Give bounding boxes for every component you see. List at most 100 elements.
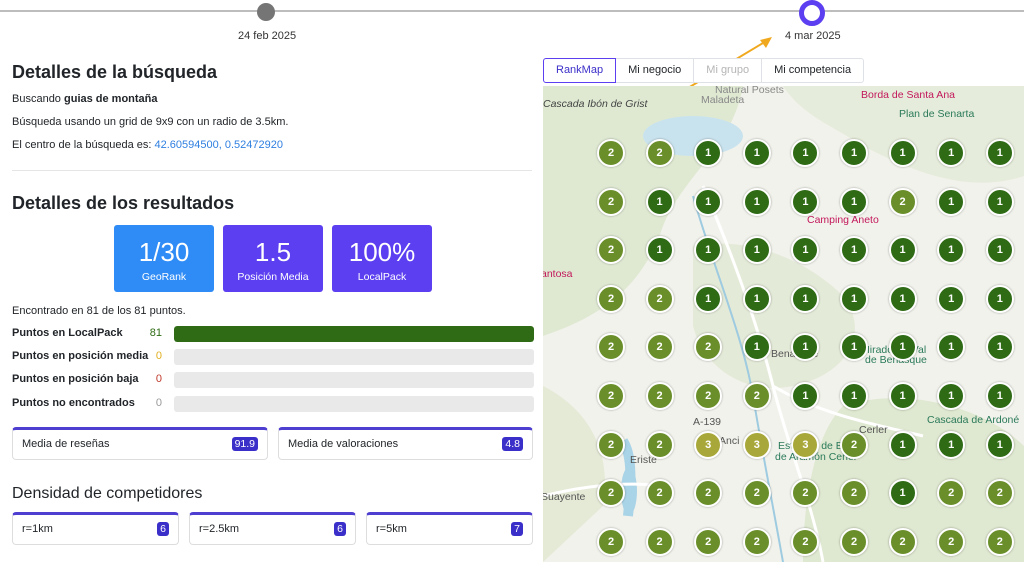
rank-pin[interactable]: 1 <box>645 236 674 265</box>
center-coords-link[interactable]: 42.60594500, 0.52472920 <box>154 139 283 151</box>
rank-pin[interactable]: 1 <box>937 187 966 216</box>
card-badge: 91.9 <box>231 437 258 451</box>
rank-pin[interactable]: 1 <box>791 187 820 216</box>
rank-pin[interactable]: 1 <box>791 333 820 362</box>
rank-pin[interactable]: 1 <box>985 430 1014 459</box>
rank-pin[interactable]: 1 <box>645 187 674 216</box>
rank-pin[interactable]: 2 <box>840 527 868 556</box>
rank-pin[interactable]: 1 <box>791 139 820 167</box>
rank-pin[interactable]: 2 <box>791 527 820 556</box>
rank-pin[interactable]: 1 <box>694 187 723 216</box>
timeline-point-past[interactable] <box>257 3 275 21</box>
rank-pin[interactable]: 1 <box>888 430 917 459</box>
rank-pin[interactable]: 2 <box>937 479 966 508</box>
rank-pin[interactable]: 3 <box>694 430 723 459</box>
rank-pin[interactable]: 1 <box>888 284 917 313</box>
rank-pin[interactable]: 2 <box>840 430 868 459</box>
rank-pin[interactable]: 2 <box>597 139 625 167</box>
rank-pin[interactable]: 2 <box>937 527 966 556</box>
rank-pin[interactable]: 1 <box>840 382 868 410</box>
rank-pin[interactable]: 1 <box>742 187 771 216</box>
rank-pin[interactable]: 3 <box>791 430 820 459</box>
rank-pin[interactable]: 1 <box>985 187 1014 216</box>
rank-pin[interactable]: 2 <box>597 333 625 362</box>
rank-pin[interactable]: 1 <box>694 284 723 313</box>
rank-pin[interactable]: 2 <box>985 479 1014 508</box>
rank-pin[interactable]: 1 <box>985 236 1014 265</box>
timeline-date-current[interactable]: 4 mar 2025 <box>785 30 841 42</box>
rank-pin[interactable]: 1 <box>840 333 868 362</box>
rank-pin[interactable]: 1 <box>840 139 868 167</box>
rank-pin[interactable]: 2 <box>791 479 820 508</box>
map-place-label: Cascada de Ardoné <box>927 414 1020 426</box>
rank-pin[interactable]: 2 <box>742 527 771 556</box>
rank-pin[interactable]: 1 <box>742 139 771 167</box>
rank-pin[interactable]: 1 <box>742 333 771 362</box>
rank-pin[interactable]: 1 <box>937 284 966 313</box>
rank-pin[interactable]: 1 <box>791 284 820 313</box>
rank-pin[interactable]: 1 <box>888 479 917 508</box>
rank-pin[interactable]: 2 <box>742 382 771 410</box>
tab-my-group[interactable]: Mi grupo <box>693 58 763 83</box>
tab-my-business[interactable]: Mi negocio <box>615 58 695 83</box>
rank-pin[interactable]: 1 <box>985 284 1014 313</box>
rank-pin[interactable]: 1 <box>985 333 1014 362</box>
rank-pin[interactable]: 2 <box>597 284 625 313</box>
bar-track <box>174 372 534 388</box>
rank-pin[interactable]: 1 <box>937 236 966 265</box>
rank-pin[interactable]: 1 <box>985 382 1014 410</box>
rank-pin[interactable]: 2 <box>597 479 625 508</box>
rank-pin[interactable]: 2 <box>694 382 723 410</box>
rank-pin[interactable]: 2 <box>597 382 625 410</box>
rank-pin[interactable]: 2 <box>645 430 674 459</box>
rank-pin[interactable]: 1 <box>840 187 868 216</box>
rank-pin[interactable]: 1 <box>888 236 917 265</box>
rank-pin[interactable]: 1 <box>985 139 1014 167</box>
rank-pin[interactable]: 2 <box>888 527 917 556</box>
rank-pin[interactable]: 2 <box>645 284 674 313</box>
tab-rankmap[interactable]: RankMap <box>543 58 617 83</box>
stat-average-position-value: 1.5 <box>254 237 292 267</box>
rank-pin[interactable]: 1 <box>694 139 723 167</box>
rank-pin[interactable]: 2 <box>645 479 674 508</box>
rank-pin[interactable]: 2 <box>840 479 868 508</box>
rank-pin[interactable]: 2 <box>742 479 771 508</box>
timeline-date-past[interactable]: 24 feb 2025 <box>238 30 297 42</box>
rank-pin[interactable]: 1 <box>791 382 820 410</box>
rank-pin[interactable]: 2 <box>597 236 625 265</box>
center-prefix: El centro de la búsqueda es: <box>12 139 152 151</box>
rank-pin[interactable]: 2 <box>597 187 625 216</box>
map-place-label: Suayente <box>543 491 586 503</box>
rank-pin[interactable]: 1 <box>888 139 917 167</box>
rank-pin[interactable]: 2 <box>645 139 674 167</box>
rank-pin[interactable]: 2 <box>645 382 674 410</box>
map-place-label: Camping Aneto <box>807 214 879 226</box>
rank-pin[interactable]: 2 <box>694 479 723 508</box>
rank-map[interactable]: Cascada Ibón de Grist Natural Posets Malad… <box>543 86 1024 562</box>
rank-pin[interactable]: 2 <box>645 527 674 556</box>
rank-pin[interactable]: 2 <box>694 333 723 362</box>
rank-pin[interactable]: 1 <box>791 236 820 265</box>
rank-pin[interactable]: 3 <box>742 430 771 459</box>
rank-pin[interactable]: 1 <box>888 333 917 362</box>
rank-pin[interactable]: 1 <box>937 382 966 410</box>
rank-pin[interactable]: 2 <box>645 333 674 362</box>
rank-pin[interactable]: 2 <box>888 187 917 216</box>
tab-my-competition[interactable]: Mi competencia <box>761 58 865 83</box>
timeline-point-current[interactable] <box>799 0 825 26</box>
rank-pin[interactable]: 1 <box>888 382 917 410</box>
rank-pin[interactable]: 1 <box>937 430 966 459</box>
rank-pin[interactable]: 2 <box>597 430 625 459</box>
map-place-label: Borda de Santa Ana <box>861 89 955 101</box>
rank-pin[interactable]: 1 <box>694 236 723 265</box>
rank-pin[interactable]: 2 <box>985 527 1014 556</box>
rank-pin[interactable]: 2 <box>694 527 723 556</box>
rank-pin[interactable]: 1 <box>937 333 966 362</box>
rank-pin[interactable]: 1 <box>937 139 966 167</box>
rank-pin[interactable]: 1 <box>742 236 771 265</box>
rank-pin[interactable]: 2 <box>597 527 625 556</box>
rank-pin[interactable]: 1 <box>840 284 868 313</box>
found-points-text: Encontrado en 81 de los 81 puntos. <box>12 305 186 317</box>
rank-pin[interactable]: 1 <box>840 236 868 265</box>
rank-pin[interactable]: 1 <box>742 284 771 313</box>
